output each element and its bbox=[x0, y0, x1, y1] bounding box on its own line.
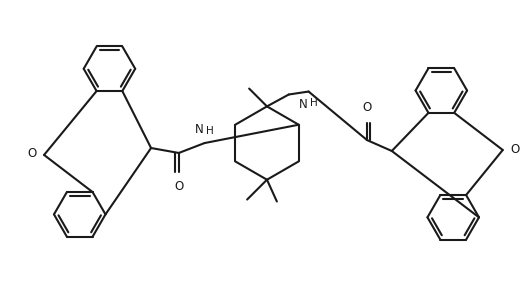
Text: H: H bbox=[309, 98, 317, 108]
Text: O: O bbox=[27, 148, 36, 160]
Text: N: N bbox=[299, 98, 308, 111]
Text: O: O bbox=[174, 180, 183, 193]
Text: N: N bbox=[195, 123, 204, 136]
Text: O: O bbox=[511, 144, 520, 156]
Text: O: O bbox=[362, 101, 372, 114]
Text: H: H bbox=[205, 126, 213, 136]
